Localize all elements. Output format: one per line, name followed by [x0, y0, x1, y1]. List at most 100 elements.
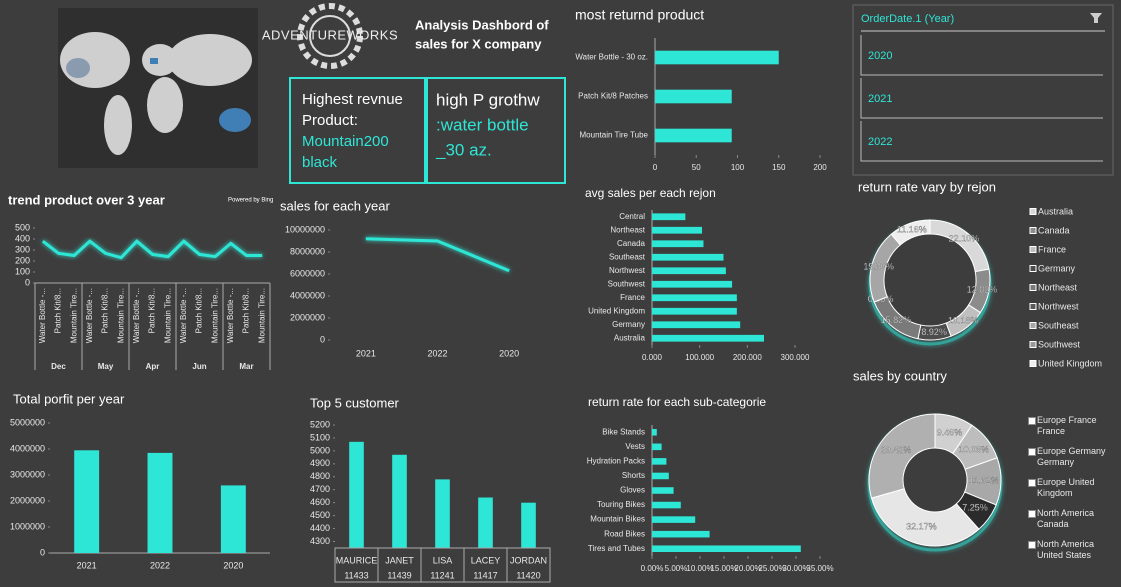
world-map	[58, 8, 258, 168]
customer-key: 11420	[516, 570, 540, 580]
bar	[652, 213, 686, 221]
data-label: 15.82%	[881, 315, 912, 325]
bar	[521, 502, 536, 548]
data-label: 29.42%	[881, 445, 912, 455]
y-tick-label: 4800	[310, 471, 330, 481]
group-label: Apr	[146, 362, 160, 371]
card-value: black	[302, 154, 338, 171]
category-label: Water Bottle - 30 oz.	[575, 53, 648, 62]
legend-swatch	[1029, 341, 1037, 348]
category-label: United Kingdom	[588, 306, 645, 315]
donut-slice	[890, 219, 931, 246]
bar	[652, 321, 741, 329]
bar	[652, 280, 733, 288]
category-label: Southwest	[608, 279, 646, 288]
slicer-item[interactable]	[860, 35, 1103, 76]
bar	[435, 479, 450, 548]
x-tick-label: 2020	[223, 560, 243, 570]
category-label: France	[620, 293, 645, 302]
donut-slice	[868, 413, 936, 499]
y-tick-label: 4900	[310, 458, 330, 468]
y-tick-label: 100	[15, 266, 30, 276]
y-tick-label: 4400	[310, 523, 330, 533]
slicer-item-label: 2022	[868, 136, 892, 148]
y-tick-label: 300	[15, 244, 30, 254]
bar	[652, 429, 657, 436]
data-label: 7.25%	[962, 503, 988, 513]
slicer-item[interactable]	[860, 121, 1103, 162]
filter-icon	[1090, 13, 1102, 23]
customer-key: 11241	[430, 570, 454, 580]
bar	[74, 450, 100, 553]
x-tick-label: 100	[731, 163, 745, 172]
bar	[652, 501, 681, 509]
data-label: 22.10%	[949, 234, 980, 244]
legend-swatch	[1029, 208, 1037, 215]
x-tick-label: 10.00%	[686, 564, 713, 573]
legend-label: Europe Germany Germany	[1028, 446, 1121, 468]
y-tick-label: 500	[15, 222, 30, 232]
x-tick-label: 2020	[499, 348, 519, 358]
x-tick-label: Patch Kit/8...	[195, 288, 204, 333]
category-label: Bike Stands	[602, 427, 645, 436]
data-label: 19.80%	[863, 261, 894, 271]
category-label: Hydration Packs	[587, 456, 645, 465]
bar	[652, 458, 667, 465]
legend-label: United Kingdom	[1038, 358, 1102, 368]
slicer-item[interactable]	[860, 78, 1103, 119]
category-label: Tires and Tubes	[588, 544, 645, 553]
x-tick-label: 30.00%	[782, 564, 809, 573]
bar	[652, 294, 737, 302]
x-tick-label: 0	[653, 163, 658, 172]
y-tick-label: 5000000	[10, 417, 45, 427]
category-label: Canada	[617, 239, 646, 248]
bar	[652, 545, 801, 552]
data-label: 10.08%	[958, 444, 989, 454]
x-tick-label: Water Bottle -...	[226, 288, 235, 343]
x-tick-label: 150	[772, 163, 786, 172]
bar	[652, 443, 662, 451]
legend-label: North America Canada	[1028, 508, 1121, 530]
dashboard-title: Analysis Dashbord of	[415, 17, 549, 32]
y-tick-label: 2000000	[10, 495, 45, 505]
chart-title: return rate for each sub-categorie	[588, 395, 766, 409]
customer-key: 11433	[344, 570, 368, 580]
legend-label: Northwest	[1038, 301, 1079, 311]
legend-label: North America United States	[1028, 539, 1121, 561]
x-tick-label: 100.000	[685, 353, 714, 362]
card-box	[289, 77, 426, 184]
card-value: :water bottle	[436, 115, 529, 134]
x-tick-label: 0.00%	[641, 564, 664, 573]
x-tick-label: 25.00%	[758, 564, 785, 573]
x-tick-label: Patch Kit/8...	[54, 288, 63, 333]
x-tick-label: 50	[692, 163, 701, 172]
logo	[297, 3, 363, 69]
bar	[652, 307, 737, 315]
logo-text: ADVENTUREWORKS	[262, 27, 398, 42]
card-value: _30 az.	[435, 140, 492, 159]
bar	[652, 516, 696, 523]
donut-slice	[929, 219, 990, 273]
data-label: 12.02%	[967, 285, 998, 295]
x-tick-label: Water Bottle -...	[38, 288, 47, 343]
bar	[652, 240, 704, 248]
legend-swatch	[1029, 322, 1037, 329]
x-tick-label: Water Bottle -...	[132, 288, 141, 343]
dashboard-title: sales for X company	[415, 36, 542, 51]
bar	[147, 452, 173, 553]
legend-label: France	[1038, 244, 1066, 254]
map-credit: Powered by Bing	[228, 198, 273, 204]
group-label: May	[98, 362, 114, 371]
x-tick-label: Mountain Tire...	[69, 288, 78, 343]
y-tick-label: 0	[40, 547, 45, 557]
category-label: Germany	[612, 320, 645, 329]
x-tick-label: 2021	[77, 560, 97, 570]
data-label: 11.62%	[969, 475, 999, 485]
category-label: Northwest	[609, 266, 646, 275]
category-label: Northeast	[610, 225, 645, 234]
chart-title: most returnd product	[575, 7, 704, 23]
y-tick-label: 4600	[310, 497, 330, 507]
category-label: Mountain Tire Tube	[580, 131, 649, 140]
x-tick-label: 15.00%	[710, 564, 737, 573]
